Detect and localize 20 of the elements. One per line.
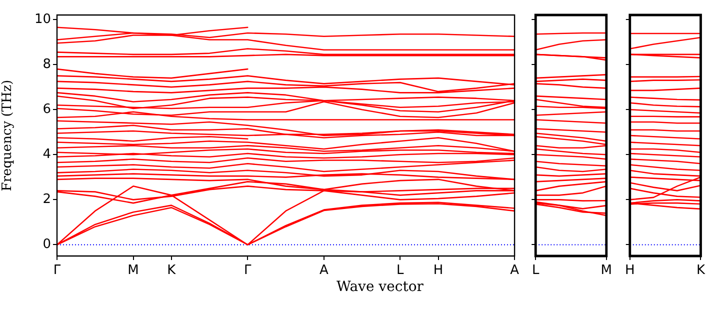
y-tick-label: 4 [42,147,51,162]
x-tick-label: A [510,263,520,278]
x-tick-label: Γ [53,263,62,278]
x-tick-label: L [396,263,405,278]
y-tick-label: 8 [42,56,51,72]
x-tick-label: H [624,263,635,278]
x-tick-label: H [433,263,444,278]
y-tick-label: 10 [34,12,51,27]
x-tick-label: Γ [244,263,252,278]
y-tick-label: 2 [42,192,51,208]
y-tick-label: 6 [42,102,51,117]
x-tick-label: M [128,263,139,278]
x-tick-label: L [532,263,540,278]
x-tick-label: A [319,263,328,278]
x-tick-label: K [696,263,706,278]
y-tick-label: 0 [42,237,51,252]
y-axis-title: Frequency (THz) [0,80,16,192]
x-axis-title: Wave vector [336,279,424,295]
x-tick-label: K [167,263,176,278]
x-tick-label: M [600,263,612,278]
